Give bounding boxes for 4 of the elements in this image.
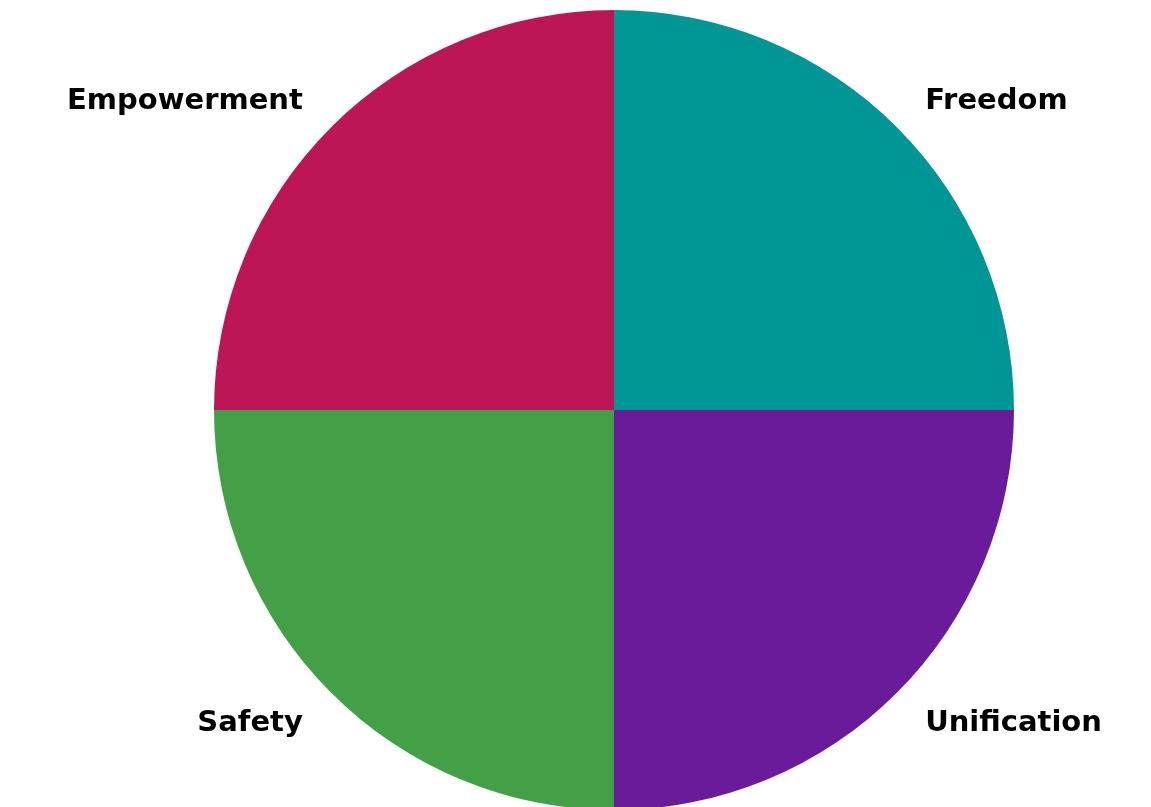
slice-label: Safety [197, 704, 303, 739]
slice-label: Freedom [925, 82, 1068, 117]
slice-label: Empowerment [67, 82, 303, 117]
slice-label: Unification [925, 704, 1102, 739]
